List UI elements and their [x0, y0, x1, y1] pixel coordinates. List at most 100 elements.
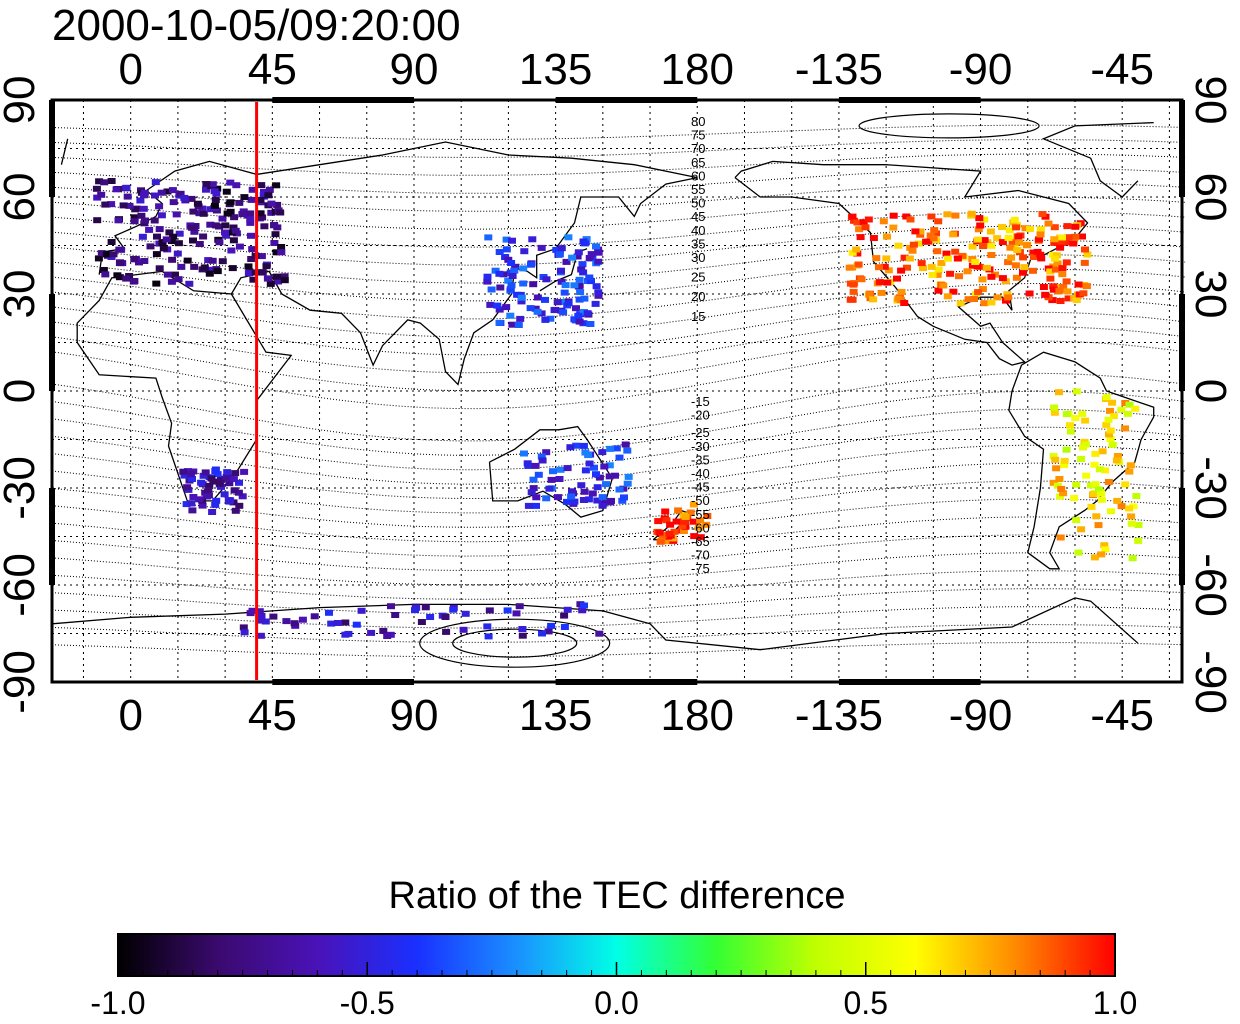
tec-cell-south-america: [1097, 491, 1105, 497]
lon-tick-label: 0: [118, 691, 142, 740]
tec-cell-europe: [270, 222, 278, 228]
tec-cell-australia: [580, 443, 588, 449]
tec-cell-europe: [139, 234, 147, 240]
tec-cell-north-america: [1019, 270, 1027, 276]
tec-cell-europe: [281, 277, 289, 283]
tec-cell-south-america: [1055, 389, 1063, 395]
tec-cell-europe: [140, 258, 148, 264]
tec-cell-north-america: [1006, 245, 1014, 251]
tec-cell-east-asia: [557, 268, 565, 274]
tec-cell-europe: [122, 276, 130, 282]
tec-cell-north-america: [1057, 298, 1065, 304]
tec-cell-south-america: [1124, 411, 1132, 417]
colorbar-tick-label: -1.0: [90, 985, 145, 1021]
tec-cell-north-america: [949, 231, 957, 237]
tec-cell-north-america: [980, 300, 988, 306]
tec-cell-north-america: [987, 274, 995, 280]
lon-tick-label: -135: [795, 45, 883, 94]
tec-cell-europe: [240, 194, 248, 200]
tec-cell-east-asia: [594, 259, 602, 265]
tec-cell-antarctica: [291, 620, 299, 626]
tec-cell-europe: [95, 255, 103, 261]
tec-cell-east-asia: [493, 303, 501, 309]
tec-cell-europe: [151, 218, 159, 224]
lon-tick-label: -90: [949, 691, 1013, 740]
tec-cell-europe: [180, 195, 188, 201]
tec-cell-europe: [97, 192, 105, 198]
tec-cell-east-asia: [592, 243, 600, 249]
tec-cell-south-america: [1096, 466, 1104, 472]
tec-cell-south-america: [1099, 448, 1107, 454]
tec-cell-south-america: [1095, 522, 1103, 528]
tec-cell-antarctica: [483, 623, 491, 629]
tec-cell-australia: [620, 494, 628, 500]
tec-cell-europe: [276, 210, 284, 216]
tec-cell-southern-africa: [211, 468, 219, 474]
tec-cell-north-america: [1011, 217, 1019, 223]
tec-cell-north-america: [897, 268, 905, 274]
tec-cell-south-america: [1125, 505, 1133, 511]
contour-label: -20: [691, 408, 710, 423]
tec-cell-europe: [188, 225, 196, 231]
tec-cell-south-america: [1082, 473, 1090, 479]
contour-label: 25: [691, 270, 705, 285]
tec-cell-south-america: [1061, 458, 1069, 464]
tec-cell-east-asia: [592, 301, 600, 307]
tec-cell-south-america: [1066, 422, 1074, 428]
tec-cell-north-america: [1058, 234, 1066, 240]
tec-cell-south-america: [1088, 504, 1096, 510]
tec-cell-east-asia: [496, 249, 504, 255]
tec-cell-europe: [236, 244, 244, 250]
tec-cell-north-america: [987, 243, 995, 249]
lat-tick-label: 60: [0, 173, 44, 222]
tec-cell-north-america: [1064, 288, 1072, 294]
tec-cell-north-america: [974, 237, 982, 243]
tec-cell-south-america: [1055, 476, 1063, 482]
tec-cell-antarctica: [387, 603, 395, 609]
tec-cell-south-america: [1072, 517, 1080, 523]
tec-cell-east-asia: [576, 289, 584, 295]
tec-cell-australia: [568, 488, 576, 494]
tec-cell-north-america: [910, 242, 918, 248]
tec-cell-north-america: [911, 228, 919, 234]
tec-cell-europe: [273, 274, 281, 280]
tec-cell-east-asia: [570, 282, 578, 288]
tec-cell-europe: [141, 218, 149, 224]
tec-cell-east-asia: [486, 302, 494, 308]
tec-cell-north-america: [1004, 294, 1012, 300]
tec-cell-antarctica: [367, 630, 375, 636]
tec-cell-north-america: [1075, 282, 1083, 288]
tec-cell-north-america: [979, 243, 987, 249]
colorbar-tick-label: 0.5: [844, 985, 888, 1021]
tec-cell-southern-africa: [188, 507, 196, 513]
tec-cell-south-america: [1109, 442, 1117, 448]
tec-cell-antarctica: [411, 607, 419, 613]
top-longitude-ticks: 0 45 90 135 180 -135 -90 -45: [118, 45, 1154, 94]
tec-cell-north-america: [850, 282, 858, 288]
tec-cell-north-america: [1012, 262, 1020, 268]
tec-cell-north-america: [964, 268, 972, 274]
tec-cell-north-america: [852, 247, 860, 253]
tec-cell-north-america: [1019, 254, 1027, 260]
tec-cell-east-asia: [495, 271, 503, 277]
tec-cell-europe: [277, 244, 285, 250]
tec-cell-new-zealand: [666, 531, 674, 537]
tec-cell-south-america: [1050, 405, 1058, 411]
tec-cell-australia: [599, 494, 607, 500]
tec-cell-north-america: [987, 300, 995, 306]
tec-cell-east-asia: [556, 251, 564, 257]
tec-cell-north-america: [1081, 260, 1089, 266]
tec-cell-antarctica: [344, 631, 352, 637]
tec-cell-north-america: [951, 213, 959, 219]
tec-cell-north-america: [955, 273, 963, 279]
tec-cell-north-america: [1014, 233, 1022, 239]
tec-cell-south-america: [1105, 417, 1113, 423]
tec-cell-antarctica: [462, 611, 470, 617]
tec-cell-europe: [245, 263, 253, 269]
tec-cell-north-america: [1037, 232, 1045, 238]
tec-cell-north-america: [890, 213, 898, 219]
tec-cell-europe: [267, 281, 275, 287]
tec-cell-east-asia: [484, 274, 492, 280]
tec-cell-south-america: [1092, 513, 1100, 519]
